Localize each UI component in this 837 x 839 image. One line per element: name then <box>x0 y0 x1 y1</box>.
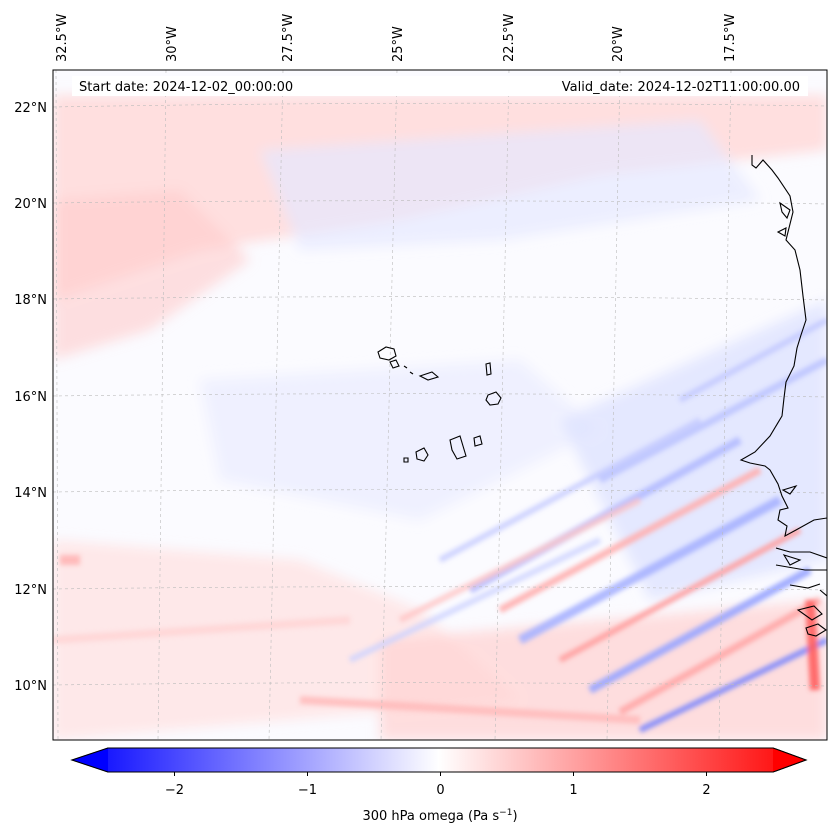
lat-label-14n: 14°N <box>14 486 47 501</box>
colorbar-bar <box>70 747 808 773</box>
field-streaks <box>53 317 827 733</box>
lat-label-22n: 22°N <box>14 101 47 116</box>
lat-label-18n: 18°N <box>14 293 47 308</box>
africa-coastline <box>739 155 827 637</box>
colorbar-tick-label: −1 <box>298 783 317 798</box>
graticule <box>53 70 827 740</box>
map-frame <box>52 69 828 741</box>
colorbar-tick-label: 0 <box>436 783 444 798</box>
lon-label-22-5w: 22.5°W <box>502 14 517 62</box>
lat-label-12n: 12°N <box>14 583 47 598</box>
lon-label-20w: 20°W <box>611 26 626 62</box>
colorbar-label-unit-exponent: −1 <box>499 808 512 818</box>
colorbar-label-close: ) <box>512 809 517 824</box>
lat-label-16n: 16°N <box>14 390 47 405</box>
valid-date-label: Valid_date: 2024-12-02T11:00:00.00 <box>562 80 800 95</box>
colorbar-label: 300 hPa omega (Pa s−1) <box>362 808 517 824</box>
colorbar-label-main: 300 hPa omega (Pa s <box>362 809 499 824</box>
colorbar-min-extend <box>72 748 108 772</box>
cape-verde-islands <box>377 346 502 463</box>
colorbar-tick-label: 2 <box>702 783 710 798</box>
lon-label-17-5w: 17.5°W <box>723 14 738 62</box>
lon-label-30w: 30°W <box>165 26 180 62</box>
colorbar-max-extend <box>773 748 806 772</box>
lon-label-32-5w: 32.5°W <box>55 14 70 62</box>
lon-label-27-5w: 27.5°W <box>281 14 296 62</box>
date-banner <box>72 76 808 96</box>
colorbar: −2 −1 0 1 2 300 hPa omega (Pa s−1) <box>70 747 808 824</box>
colorbar-tick-label: −2 <box>165 783 184 798</box>
start-date-label: Start date: 2024-12-02_00:00:00 <box>79 80 293 95</box>
field-broad-patterns <box>53 95 827 740</box>
lon-label-25w: 25°W <box>391 26 406 62</box>
omega-field <box>53 70 827 740</box>
colorbar-ticks: −2 −1 0 1 2 <box>165 772 711 798</box>
lat-label-10n: 10°N <box>14 679 47 694</box>
lat-label-20n: 20°N <box>14 197 47 212</box>
colorbar-tick-label: 1 <box>569 783 577 798</box>
